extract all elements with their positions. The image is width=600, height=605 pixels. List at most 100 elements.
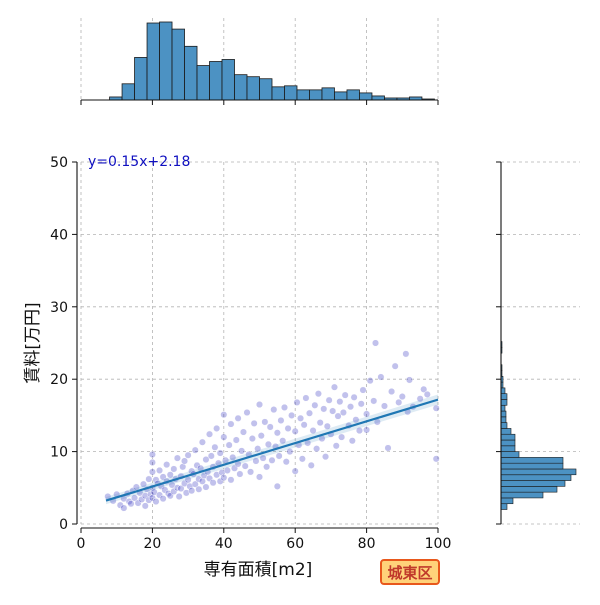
scatter-point-101: [241, 462, 249, 470]
scatter-point-129: [288, 411, 296, 419]
scatter-point-34: [159, 495, 167, 503]
regression-line: [105, 398, 439, 502]
scatter-point-154: [332, 442, 340, 450]
scatter-point-56: [184, 451, 192, 459]
y-axis-label: 賃料[万円]: [23, 302, 43, 383]
scatter-point-118: [270, 406, 278, 414]
right-hist-bar-19: [500, 393, 508, 400]
scatter-point-171: [370, 397, 378, 405]
scatter-point-102: [243, 408, 251, 417]
scatter-point-17: [141, 502, 149, 510]
scatter-point-104: [247, 468, 255, 476]
scatter-point-136: [300, 421, 308, 429]
top-hist-bar-1: [121, 83, 135, 101]
scatter-point-186: [420, 385, 428, 393]
scatter-point-40: [166, 471, 174, 479]
scatter-point-100: [239, 428, 247, 436]
scatter-point-148: [321, 453, 330, 461]
top-hist-bar-19: [346, 89, 360, 101]
right-hist-bar-1: [500, 497, 514, 505]
right-hist-bar-2: [500, 491, 544, 499]
scatter-point-25: [148, 458, 156, 467]
scatter-point-79: [213, 471, 221, 479]
top-hist-bar-13: [271, 86, 285, 101]
scatter-point-169: [363, 426, 371, 434]
x-tick-label-2: 40: [215, 536, 233, 552]
scatter-point-140: [307, 461, 315, 469]
top-hist-bar-4: [159, 21, 173, 101]
scatter-point-26: [148, 450, 156, 459]
scatter-point-21: [147, 490, 155, 498]
scatter-point-93: [229, 453, 237, 461]
scatter-point-91: [227, 476, 235, 484]
scatter-point-86: [220, 474, 228, 482]
scatter-point-71: [202, 483, 210, 491]
x-tick-label-5: 100: [425, 536, 452, 552]
y-tick-label-2: 20: [50, 372, 68, 388]
top-hist-bar-5: [171, 28, 185, 101]
scatter-point-176: [384, 444, 392, 452]
right-hist-bar-10: [500, 445, 516, 452]
scatter-point-52: [180, 479, 189, 488]
right-hist-bar-0: [500, 503, 508, 510]
scatter-point-99: [238, 447, 246, 455]
scatter-point-24: [148, 468, 156, 476]
top-hist-bar-16: [309, 89, 323, 101]
top-hist-bar-6: [184, 45, 198, 101]
right-hist-bar-4: [500, 480, 566, 487]
scatter-point-127: [284, 424, 292, 432]
top-hist-bar-15: [296, 89, 310, 101]
scatter-point-50: [177, 484, 185, 493]
scatter-point-135: [298, 455, 306, 463]
scatter-point-46: [173, 484, 181, 492]
scatter-point-20: [145, 475, 153, 483]
scatter-point-48: [175, 492, 183, 501]
scatter-point-23: [148, 494, 156, 502]
top-hist-bar-14: [284, 85, 298, 101]
scatter-point-10: [131, 494, 139, 502]
scatter-point-83: [216, 449, 224, 457]
scatter-point-82: [216, 477, 224, 485]
scatter-point-159: [341, 391, 349, 399]
top-hist-bar-7: [196, 65, 210, 101]
scatter-point-75: [207, 452, 215, 460]
scatter-point-57: [186, 482, 194, 490]
scatter-point-168: [363, 410, 371, 418]
scatter-point-76: [209, 479, 217, 487]
y-tick-label-5: 50: [50, 155, 68, 171]
scatter-point-38: [163, 461, 171, 469]
scatter-point-97: [234, 414, 242, 422]
scatter-point-59: [188, 487, 196, 495]
scatter-point-178: [391, 362, 399, 370]
right-hist-bar-20: [500, 387, 506, 394]
x-tick-label-4: 80: [358, 536, 376, 552]
scatter-point-31: [155, 491, 164, 499]
right-hist-bar-12: [500, 433, 516, 441]
y-tick-label-4: 40: [50, 227, 68, 243]
scatter-point-105: [248, 435, 256, 443]
scatter-point-183: [405, 376, 413, 384]
scatter-point-185: [416, 395, 424, 403]
scatter-point-36: [161, 486, 169, 494]
scatter-point-130: [291, 427, 299, 435]
scatter-point-70: [202, 456, 210, 464]
y-tick-label-1: 10: [50, 445, 68, 461]
scatter-point-163: [350, 393, 358, 401]
top-hist-bar-20: [359, 92, 373, 101]
scatter-point-54: [182, 489, 190, 497]
scatter-point-157: [338, 433, 346, 441]
scatter-point-28: [152, 476, 160, 484]
scatter-point-19: [145, 496, 153, 504]
top-hist-bar-8: [209, 61, 223, 101]
scatter-point-12: [134, 499, 142, 507]
scatter-point-61: [191, 480, 199, 488]
scatter-point-29: [152, 498, 160, 506]
scatter-point-85: [220, 433, 228, 441]
scatter-point-189: [432, 455, 440, 463]
scatter-point-117: [268, 456, 276, 464]
top-hist-bar-17: [321, 87, 335, 101]
right-hist-bar-7: [500, 462, 564, 470]
scatter-point-89: [223, 466, 231, 474]
y-tick-label-0: 0: [59, 517, 68, 533]
scatter-point-74: [205, 430, 214, 438]
